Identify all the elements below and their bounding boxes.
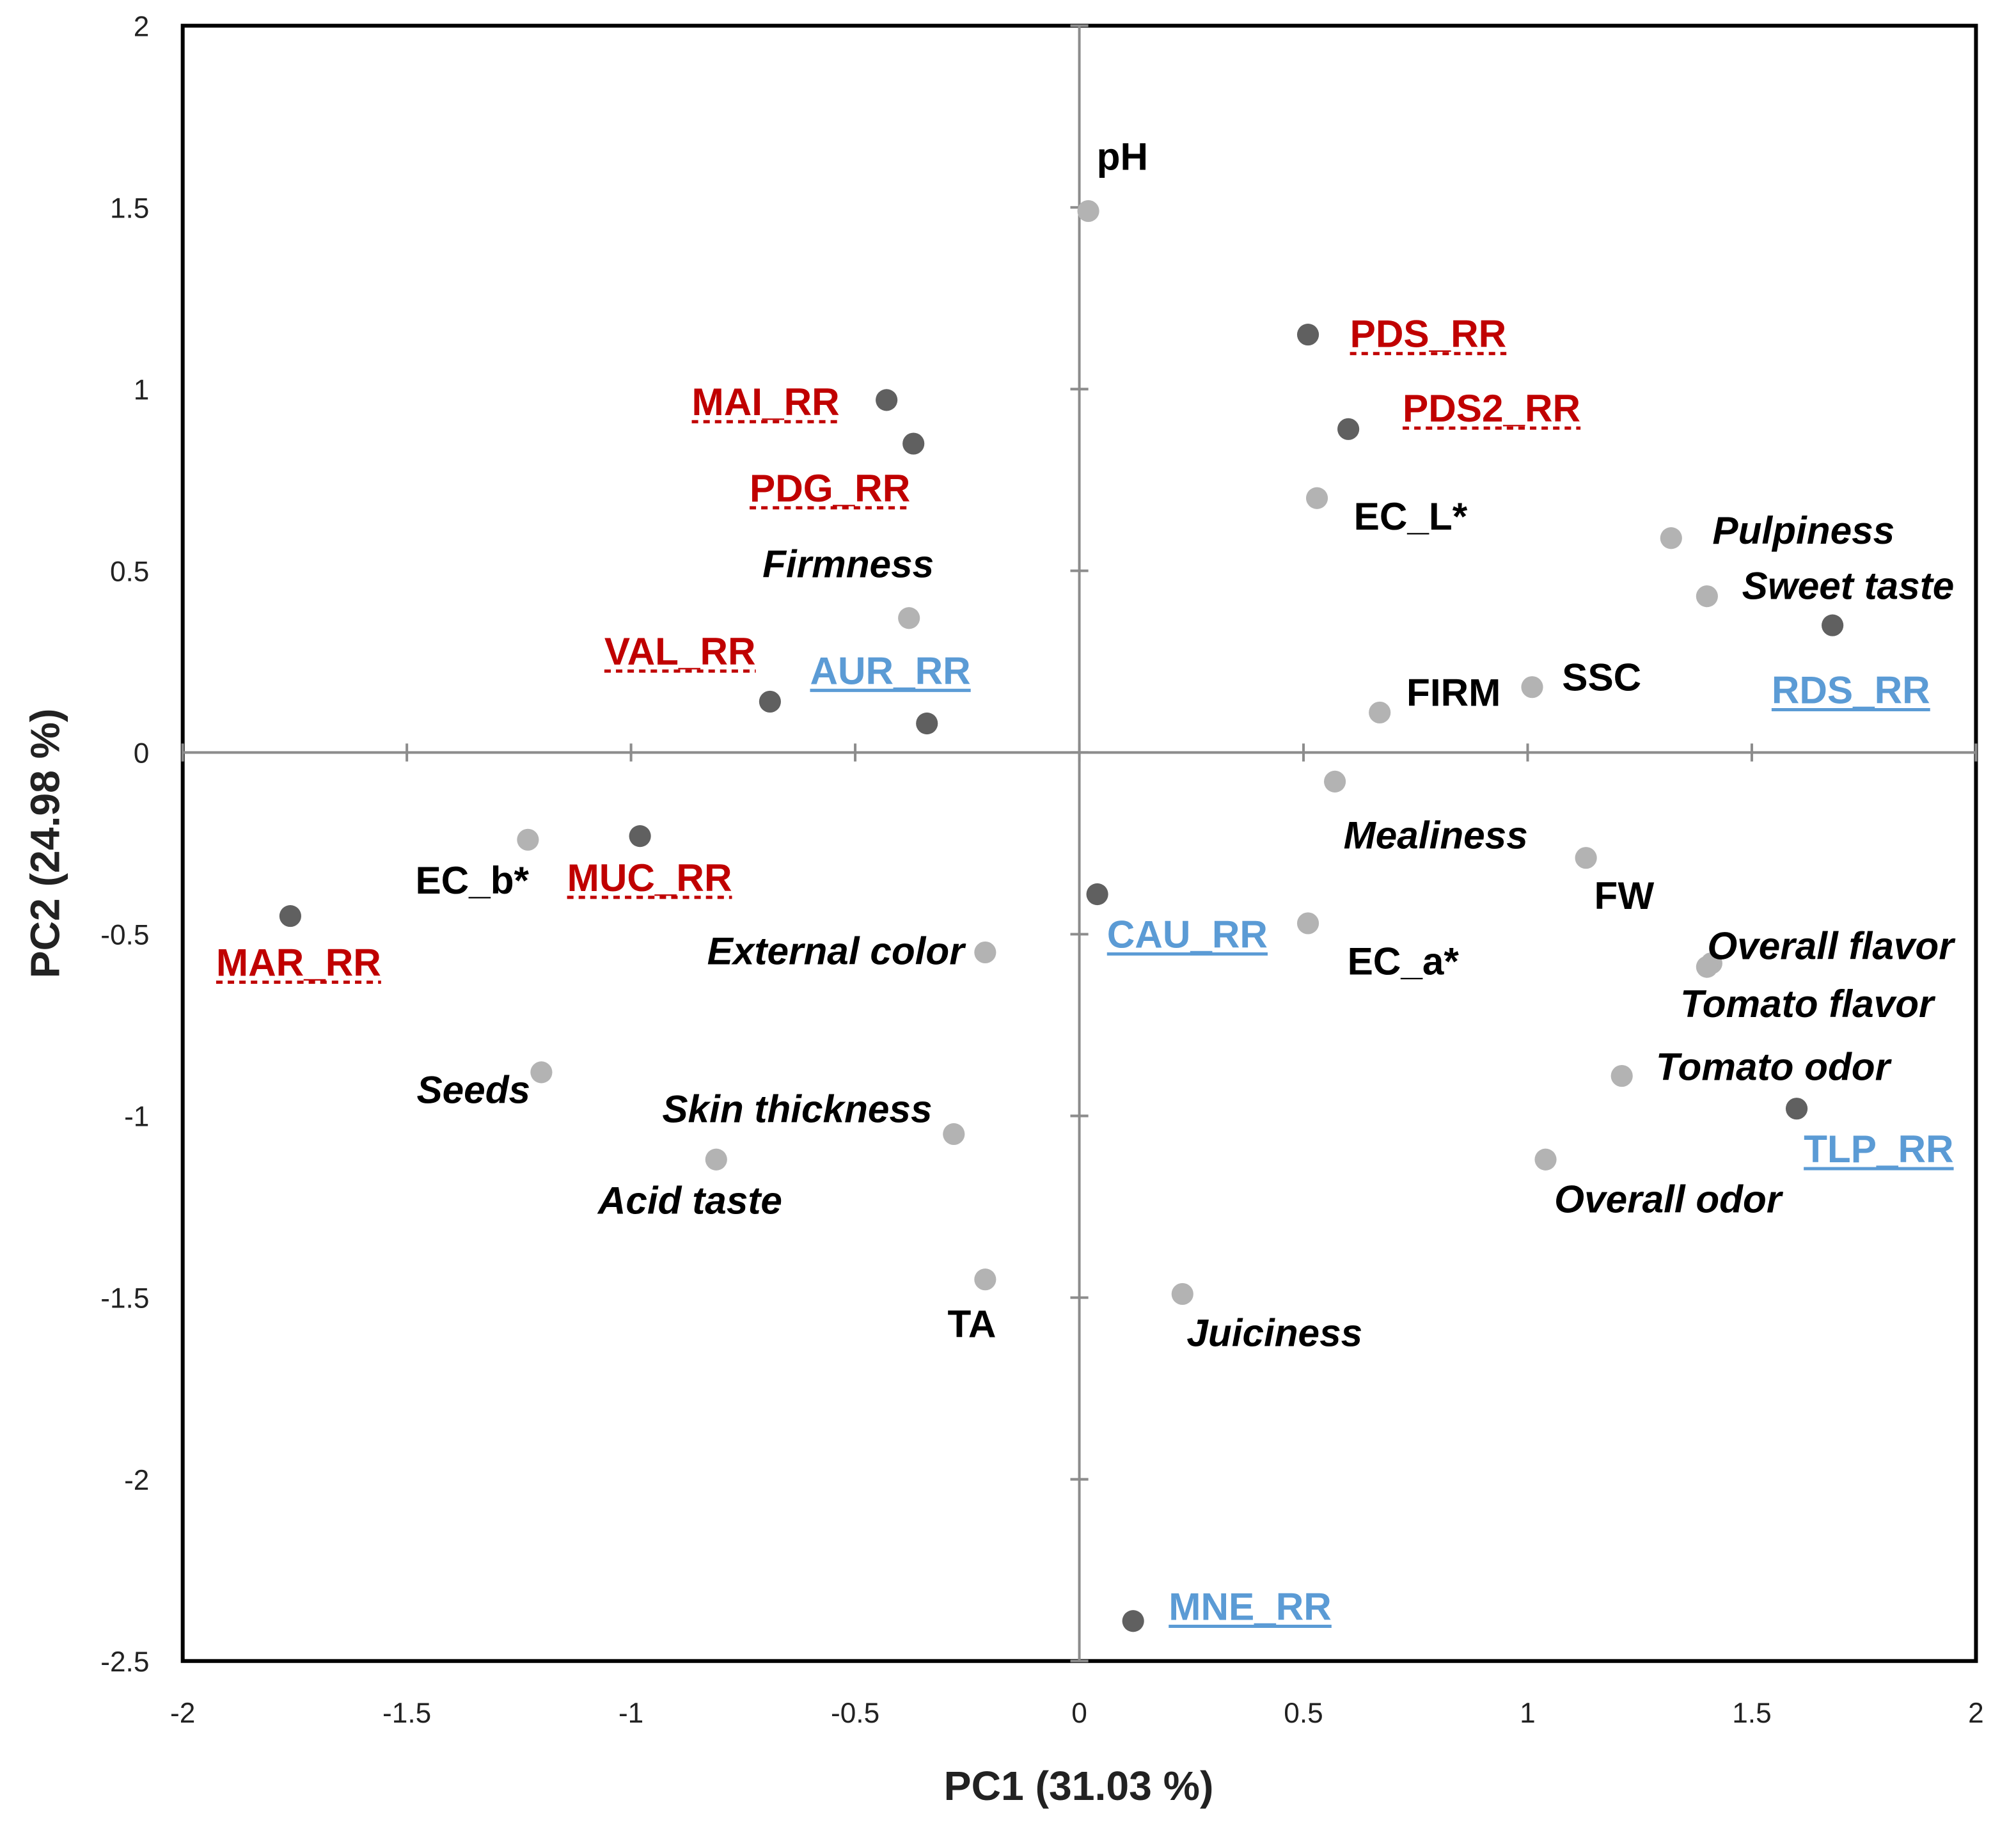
y-tick-label: -2.5: [100, 1646, 149, 1678]
x-tick-label: 1: [1520, 1698, 1536, 1729]
genotype-label: MAR_RR: [216, 940, 381, 984]
x-tick-label: -0.5: [831, 1698, 879, 1729]
variable-label: Acid taste: [597, 1178, 782, 1222]
y-tick-label: 2: [134, 11, 150, 42]
variable-point: [1369, 701, 1391, 724]
variable-point: [1521, 676, 1543, 698]
genotype-label: PDS_RR: [1350, 312, 1507, 356]
variable-point: [1324, 770, 1346, 793]
variable-label: Skin thickness: [662, 1087, 932, 1131]
variable-label: EC_a*: [1348, 939, 1460, 983]
genotype-label: MAI_RR: [692, 380, 840, 423]
genotype-point: [759, 690, 781, 713]
variable-point: [1305, 487, 1328, 509]
x-tick-label: 2: [1968, 1698, 1984, 1729]
variable-label: SSC: [1562, 655, 1641, 698]
x-tick-label: -2: [170, 1698, 195, 1729]
genotype-point: [902, 432, 925, 455]
genotype-point: [1296, 324, 1319, 346]
genotype-label: CAU_RR: [1107, 912, 1268, 956]
genotype-label: PDS2_RR: [1403, 386, 1580, 430]
variable-point: [530, 1061, 553, 1084]
variable-point: [1696, 956, 1718, 978]
variable-point: [1171, 1282, 1193, 1306]
genotype-point: [876, 389, 898, 411]
y-tick-label: 0.5: [110, 556, 149, 587]
y-tick-label: -1.5: [100, 1283, 149, 1314]
x-tick-label: 0: [1071, 1698, 1087, 1729]
y-tick-label: 1.5: [110, 193, 149, 224]
genotype-label: MNE_RR: [1169, 1584, 1332, 1628]
variable-point: [1696, 585, 1718, 608]
variable-label: EC_L*: [1354, 494, 1468, 538]
variable-point: [974, 941, 996, 963]
variable-label: EC_b*: [415, 858, 529, 902]
genotype-label: PDG_RR: [750, 466, 910, 510]
points: [279, 200, 1844, 1632]
variable-point: [705, 1148, 727, 1171]
y-axis-label: PC2 (24.98 %): [22, 709, 68, 979]
genotype-point: [1785, 1098, 1808, 1120]
genotype-label: MUC_RR: [567, 856, 732, 899]
x-axis-label: PC1 (31.03 %): [944, 1763, 1214, 1809]
variable-label: pH: [1097, 134, 1148, 178]
variable-label: External color: [707, 929, 967, 972]
variable-label: Seeds: [416, 1068, 530, 1111]
genotype-label: TLP_RR: [1804, 1127, 1953, 1171]
genotype-point: [1086, 883, 1108, 906]
genotype-point: [279, 905, 301, 927]
x-tick-label: 1.5: [1732, 1698, 1771, 1729]
variable-label: Tomato flavor: [1680, 982, 1936, 1025]
variable-label: Overall flavor: [1707, 924, 1956, 967]
genotype-label: AUR_RR: [810, 649, 970, 692]
variable-label: FW: [1595, 874, 1655, 917]
variable-point: [1575, 847, 1597, 869]
variable-point: [1660, 527, 1682, 549]
axes: [181, 24, 1978, 1662]
genotype-point: [916, 712, 938, 735]
variable-label: Tomato odor: [1656, 1045, 1893, 1088]
variable-label: Sweet taste: [1742, 564, 1955, 608]
variable-label: TA: [948, 1302, 996, 1345]
genotype-label: VAL_RR: [604, 629, 756, 673]
variable-label: Pulpiness: [1712, 509, 1894, 552]
x-tick-label: 0.5: [1284, 1698, 1323, 1729]
y-tick-label: 0: [134, 738, 150, 769]
genotype-point: [1122, 1610, 1144, 1632]
tick-labels: -2 -1.5 -1 -0.5 0 0.5 1 1.5 2 2 1.5 1 0.5 0 -0.5 -1 -1.5…: [100, 11, 1983, 1729]
y-tick-label: -0.5: [100, 920, 149, 951]
variable-point: [1534, 1148, 1557, 1171]
variable-point: [1610, 1064, 1633, 1087]
variable-label: Overall odor: [1554, 1177, 1784, 1220]
variable-point: [898, 607, 920, 629]
genotype-point: [1337, 418, 1360, 440]
genotype-point: [629, 825, 651, 848]
point-labels: pH EC_L* Pulpiness Sweet taste Firmness SSC FI…: [216, 134, 1956, 1628]
genotype-label: RDS_RR: [1772, 668, 1930, 711]
x-tick-label: -1: [618, 1698, 643, 1729]
y-tick-label: -1: [124, 1101, 149, 1133]
variable-point: [974, 1268, 996, 1291]
variable-point: [517, 828, 539, 851]
variable-label: Firmness: [762, 542, 934, 585]
variable-point: [1077, 200, 1099, 223]
variable-label: Juiciness: [1186, 1311, 1362, 1354]
x-tick-label: -1.5: [382, 1698, 431, 1729]
genotype-point: [1822, 614, 1844, 636]
variable-label: Mealiness: [1344, 814, 1528, 857]
variable-point: [1296, 912, 1319, 935]
variable-point: [943, 1123, 965, 1146]
variable-label: FIRM: [1406, 670, 1500, 714]
y-tick-label: -2: [124, 1465, 149, 1496]
y-tick-label: 1: [134, 374, 150, 406]
